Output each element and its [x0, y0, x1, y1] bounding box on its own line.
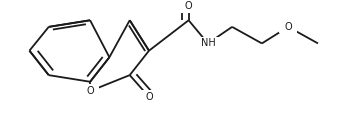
Bar [180, 0, 198, 13]
Bar [81, 84, 99, 98]
Text: O: O [145, 92, 153, 102]
Text: O: O [86, 86, 94, 96]
Text: O: O [185, 1, 193, 11]
Bar [193, 37, 222, 50]
Bar [279, 20, 297, 33]
Bar [140, 90, 158, 104]
Text: NH: NH [201, 38, 215, 48]
Text: O: O [284, 22, 292, 32]
